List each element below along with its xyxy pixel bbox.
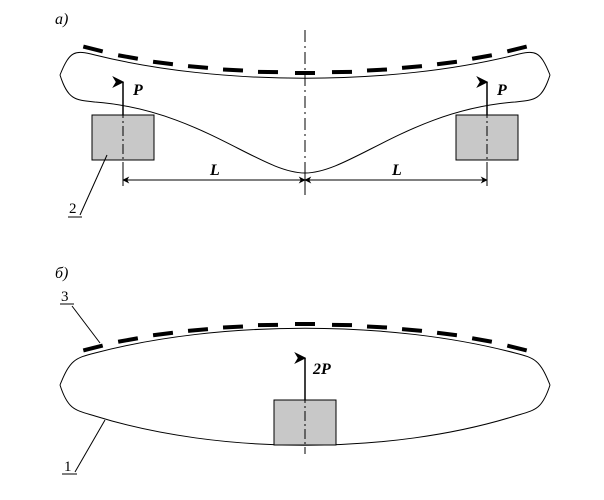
- tick-mark: [83, 344, 103, 353]
- callout-2: 2: [68, 155, 107, 217]
- tick-mark: [437, 60, 457, 66]
- tick-mark: [295, 322, 315, 326]
- tick-mark: [153, 331, 173, 337]
- diagram-svg: а) P P L L 2 б) 2P 3: [0, 0, 604, 500]
- tick-mark: [258, 70, 278, 74]
- tick-mark: [367, 67, 387, 72]
- tick-mark: [402, 64, 422, 70]
- callout-3: 3: [60, 289, 100, 343]
- panel-a-dim-label-right: L: [391, 162, 402, 179]
- panel-b-ticks: [83, 322, 527, 352]
- tick-mark: [332, 323, 352, 327]
- callout-1-label: 1: [64, 459, 72, 475]
- tick-mark: [223, 67, 243, 72]
- tick-mark: [118, 53, 138, 60]
- panel-a-dimension: [123, 166, 487, 186]
- tick-mark: [437, 331, 457, 337]
- tick-mark: [258, 323, 278, 327]
- tick-mark: [83, 45, 103, 54]
- tick-mark: [332, 70, 352, 74]
- callout-3-label: 3: [61, 289, 69, 305]
- tick-mark: [295, 71, 315, 75]
- tick-mark: [188, 327, 208, 333]
- panel-a-right-force-label: P: [496, 82, 507, 99]
- callout-2-label: 2: [69, 201, 77, 217]
- panel-a-dim-label-left: L: [209, 162, 220, 179]
- panel-b-label: б): [55, 265, 68, 282]
- tick-mark: [188, 64, 208, 70]
- tick-mark: [472, 53, 492, 60]
- tick-mark: [367, 324, 387, 329]
- tick-mark: [507, 344, 527, 353]
- panel-b-center-force-label: 2P: [312, 361, 331, 378]
- tick-mark: [472, 336, 492, 343]
- callout-1: 1: [62, 420, 105, 475]
- tick-mark: [153, 60, 173, 66]
- tick-mark: [223, 324, 243, 329]
- tick-mark: [507, 45, 527, 54]
- tick-mark: [118, 336, 138, 343]
- tick-mark: [402, 327, 422, 333]
- panel-a-label: а): [55, 11, 68, 28]
- panel-a-left-force-label: P: [132, 82, 143, 99]
